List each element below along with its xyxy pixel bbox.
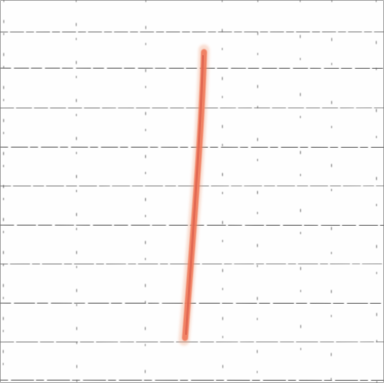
pen-stroke-core: [185, 55, 204, 335]
column-line: [375, 0, 378, 383]
column-line: [256, 0, 259, 383]
column-line: [2, 0, 5, 383]
column-line: [75, 0, 78, 383]
column-line: [299, 0, 302, 383]
column-line: [330, 0, 333, 383]
column-line: [221, 0, 224, 383]
rule-line: [0, 379, 384, 382]
column-line: [144, 0, 147, 383]
rule-line: [0, 146, 384, 149]
rule-line: [0, 67, 384, 70]
pen-stroke: [178, 44, 210, 346]
